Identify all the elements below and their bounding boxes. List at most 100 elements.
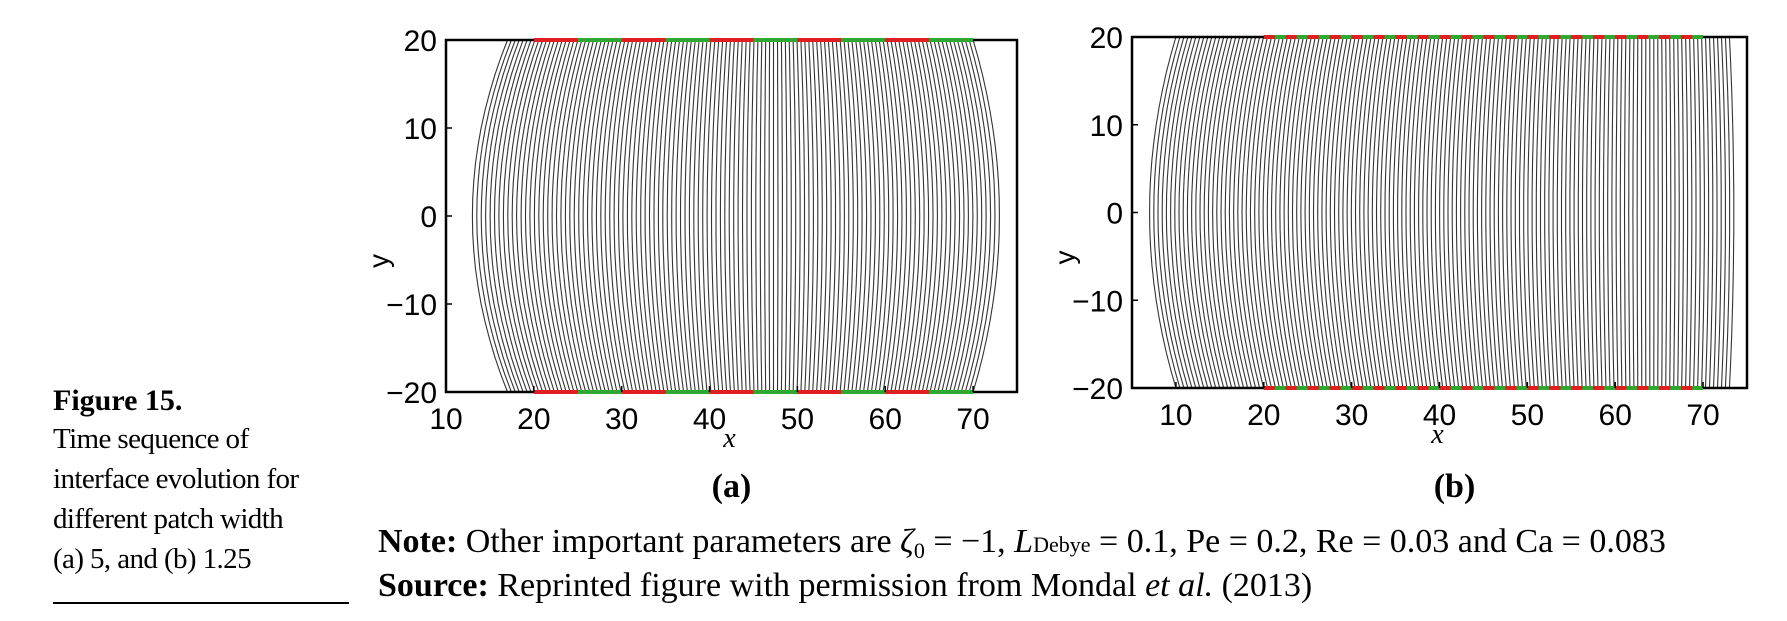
chart-panel-a: 10 20 30 40 50 60 70−20−1001020xy(a) bbox=[363, 25, 1017, 505]
note-zeta: ζ bbox=[900, 523, 914, 560]
interface-line bbox=[1583, 37, 1587, 388]
source-label: Source: bbox=[378, 567, 489, 604]
note-line: Note: Other important parameters are ζ0 … bbox=[378, 522, 1666, 571]
interface-curves bbox=[1150, 37, 1734, 388]
interface-line bbox=[1662, 37, 1663, 388]
interface-line bbox=[1616, 37, 1618, 388]
interface-line bbox=[1587, 37, 1590, 388]
x-tick-label: 70 bbox=[956, 403, 989, 436]
x-tick-label: 50 bbox=[1511, 399, 1544, 432]
interface-line bbox=[883, 40, 898, 392]
x-axis-label: x bbox=[722, 423, 736, 454]
interface-line bbox=[605, 40, 625, 392]
x-tick-label: 50 bbox=[781, 403, 814, 436]
interface-line bbox=[743, 40, 747, 392]
interface-line bbox=[1670, 37, 1671, 388]
interface-line bbox=[1694, 37, 1696, 388]
interface-line bbox=[1706, 37, 1709, 388]
interface-line bbox=[1356, 37, 1372, 388]
interface-line bbox=[801, 40, 805, 392]
note-text: = −1, bbox=[925, 523, 1014, 560]
interface-line bbox=[1674, 37, 1675, 388]
panel-label: (b) bbox=[1434, 468, 1476, 505]
interface-line bbox=[765, 40, 766, 392]
interface-line bbox=[645, 40, 660, 392]
interface-line bbox=[1686, 37, 1688, 388]
y-tick-label: −20 bbox=[386, 377, 437, 410]
y-axis-label: y bbox=[1049, 251, 1080, 265]
interface-line bbox=[805, 40, 809, 392]
interface-line bbox=[789, 40, 791, 392]
interface-line bbox=[1528, 37, 1534, 388]
interface-line bbox=[1255, 37, 1276, 388]
note-L-sub: Debye bbox=[1033, 532, 1090, 557]
interface-line bbox=[1625, 37, 1626, 388]
interface-line bbox=[756, 40, 758, 392]
interface-line bbox=[1682, 37, 1684, 388]
interface-line bbox=[1608, 37, 1610, 388]
y-tick-label: 0 bbox=[420, 201, 437, 234]
interface-line bbox=[832, 40, 840, 392]
source-line: Source: Reprinted figure with permission… bbox=[378, 566, 1312, 606]
interface-line bbox=[1301, 37, 1319, 388]
interface-line bbox=[1511, 37, 1518, 388]
interface-line bbox=[1604, 37, 1607, 388]
x-axis-label: x bbox=[1430, 419, 1444, 450]
interface-line bbox=[918, 40, 937, 392]
x-tick-label: 30 bbox=[605, 403, 638, 436]
x-tick-label: 10 bbox=[1159, 399, 1192, 432]
interface-line bbox=[1305, 37, 1323, 388]
interface-line bbox=[1293, 37, 1312, 388]
interface-curves bbox=[472, 40, 999, 392]
note-zeta-sub: 0 bbox=[914, 538, 925, 563]
interface-line bbox=[1666, 37, 1667, 388]
x-tick-label: 60 bbox=[1599, 399, 1632, 432]
interface-line bbox=[793, 40, 796, 392]
interface-line bbox=[1532, 37, 1538, 388]
interface-line bbox=[1574, 37, 1578, 388]
interface-line bbox=[1690, 37, 1692, 388]
source-year: (2013) bbox=[1213, 567, 1312, 604]
interface-line bbox=[824, 40, 831, 392]
note-text: Other important parameters are bbox=[457, 523, 900, 560]
interface-line bbox=[1633, 37, 1634, 388]
interface-line bbox=[1678, 37, 1680, 388]
interface-line bbox=[716, 40, 723, 392]
interface-line bbox=[769, 40, 770, 392]
interface-line bbox=[785, 40, 787, 392]
x-tick-label: 60 bbox=[869, 403, 902, 436]
note-text: = 0.1, Pe = 0.2, Re = 0.03 and Ca = 0.08… bbox=[1091, 523, 1666, 560]
interface-line bbox=[712, 40, 719, 392]
interface-line bbox=[1599, 37, 1602, 388]
interface-line bbox=[1725, 37, 1729, 388]
interface-line bbox=[899, 40, 916, 392]
interface-line bbox=[1612, 37, 1614, 388]
interface-line bbox=[1536, 37, 1542, 388]
interface-line bbox=[1595, 37, 1598, 388]
interface-line bbox=[1288, 37, 1307, 388]
interface-line bbox=[1515, 37, 1522, 388]
interface-line bbox=[887, 40, 902, 392]
interface-line bbox=[632, 40, 649, 392]
interface-line bbox=[1385, 37, 1399, 388]
y-tick-label: −20 bbox=[1072, 373, 1123, 406]
y-tick-label: −10 bbox=[1072, 285, 1123, 318]
interface-line bbox=[1524, 37, 1531, 388]
interface-line bbox=[1520, 37, 1527, 388]
x-tick-label: 40 bbox=[693, 403, 726, 436]
interface-line bbox=[1297, 37, 1316, 388]
interface-line bbox=[1702, 37, 1705, 388]
interface-line bbox=[1250, 37, 1271, 388]
interface-line bbox=[1710, 37, 1713, 388]
y-tick-label: 20 bbox=[1090, 22, 1123, 55]
interface-line bbox=[797, 40, 800, 392]
y-axis-label: y bbox=[363, 254, 394, 268]
interface-line bbox=[760, 40, 762, 392]
interface-line bbox=[1620, 37, 1622, 388]
interface-line bbox=[828, 40, 835, 392]
y-tick-label: 10 bbox=[1090, 110, 1123, 143]
interface-line bbox=[778, 40, 779, 392]
chart-panel-b: 10 20 30 40 50 60 70−20−1001020xy(b) bbox=[1049, 22, 1747, 505]
x-tick-label: 20 bbox=[517, 403, 550, 436]
interface-line bbox=[1246, 37, 1267, 388]
